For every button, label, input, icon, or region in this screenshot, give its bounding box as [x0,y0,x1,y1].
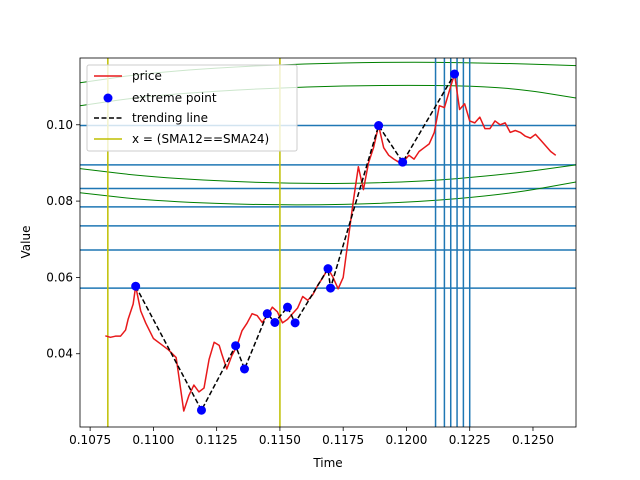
legend-label-sma-cross: x = (SMA12==SMA24) [132,132,269,146]
extreme-point [326,283,336,293]
extreme-point [398,157,408,167]
x-tick-label: 0.1125 [196,433,238,447]
y-axis-label: Value [19,226,33,259]
y-tick-label: 0.06 [46,270,73,284]
extreme-point [239,364,249,374]
arc-curve [80,164,576,184]
x-tick-label: 0.1250 [512,433,554,447]
extreme-point [131,281,141,291]
extreme-point [374,121,384,131]
extreme-point [262,309,272,319]
legend-label-trending-line: trending line [132,111,208,125]
x-tick-label: 0.1200 [385,433,427,447]
x-tick-label: 0.1150 [259,433,301,447]
extreme-point [290,318,300,328]
x-tick-label: 0.1225 [449,433,491,447]
extreme-point [270,317,280,327]
legend-box [86,64,298,152]
extreme-point [450,69,460,79]
extreme-point [283,302,293,312]
y-tick-label: 0.08 [46,194,73,208]
x-tick-label: 0.1075 [69,433,111,447]
axes-frame [79,57,577,428]
extreme-point [196,405,206,415]
y-tick-label: 0.10 [46,118,73,132]
x-axis-label: Time [312,456,342,470]
extreme-point [323,264,333,274]
legend-swatch-extreme-point [103,93,113,103]
x-axis: 0.1075 0.1100 0.1125 0.1150 0.1175 0.1200 0.12… [69,427,554,447]
legend-label-extreme-point: extreme point [132,91,217,105]
price-line [105,73,557,412]
x-tick-label: 0.1175 [322,433,364,447]
x-tick-label: 0.1100 [132,433,174,447]
y-axis: 0.04 0.06 0.08 0.10 [46,118,80,361]
arc-curve [80,181,576,206]
legend-label-price: price [132,69,162,83]
extreme-point [231,341,241,351]
y-tick-label: 0.04 [46,347,73,361]
legend: price extreme point trending line x = (S… [86,64,298,152]
